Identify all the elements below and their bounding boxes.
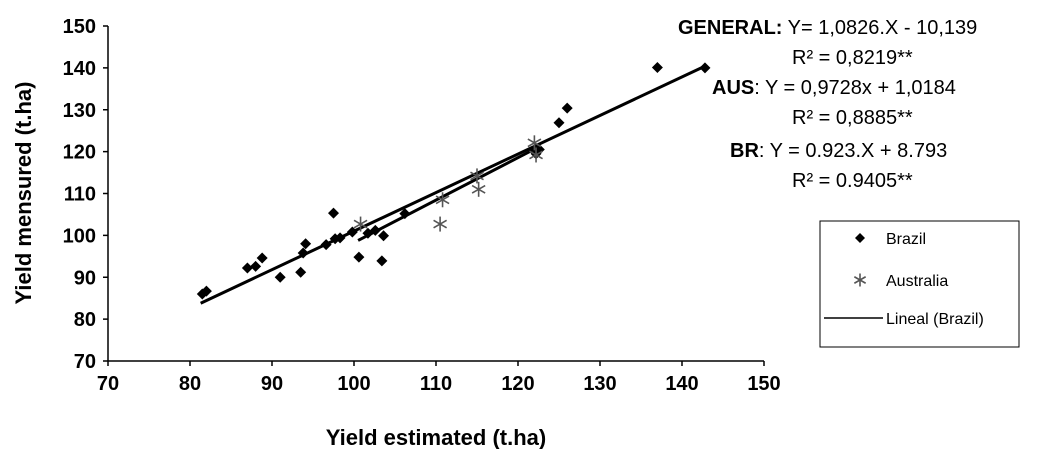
legend: Brazil Australia Lineal (Brazil) xyxy=(819,220,1020,348)
general-equation: GENERAL: Y= 1,0826.X - 10,139 xyxy=(678,17,977,39)
australia-point xyxy=(527,135,542,151)
brazil-point xyxy=(699,62,711,74)
brazil-point xyxy=(328,207,339,219)
x-tick-label: 90 xyxy=(261,373,283,395)
y-tick-label: 80 xyxy=(74,309,96,331)
brazil-point xyxy=(651,61,663,73)
brazil-point xyxy=(274,271,286,283)
x-axis-label: Yield estimated (t.ha) xyxy=(326,425,546,449)
brazil-point xyxy=(399,208,411,220)
legend-label: Brazil xyxy=(886,231,926,248)
tick-labels: 70 80 90 100 110 120 130 140 150 70 80 90 100 110 120 1… xyxy=(63,16,781,395)
x-tick-label: 120 xyxy=(501,373,534,395)
x-tick-label: 100 xyxy=(337,373,370,395)
y-tick-label: 100 xyxy=(63,225,96,247)
aus-equation: AUS: Y = 0,9728x + 1,0184 xyxy=(712,77,956,99)
brazil-point xyxy=(250,260,262,272)
legend-asterisk-icon xyxy=(853,273,867,287)
x-tick-label: 70 xyxy=(97,373,119,395)
x-tick-label: 150 xyxy=(747,373,780,395)
brazil-point xyxy=(378,230,390,242)
brazil-point xyxy=(297,247,309,259)
australia-point xyxy=(435,192,450,208)
australia-point xyxy=(433,216,448,232)
brazil-point xyxy=(256,252,268,264)
trend-line xyxy=(200,64,708,305)
equations: GENERAL: Y= 1,0826.X - 10,139 R² = 0,821… xyxy=(678,17,977,192)
br-equation: BR: Y = 0.923.X + 8.793 xyxy=(730,140,947,162)
x-tick-label: 140 xyxy=(665,373,698,395)
y-tick-label: 110 xyxy=(64,184,96,206)
x-tick-label: 80 xyxy=(179,373,201,395)
y-tick-label: 90 xyxy=(74,267,96,289)
brazil-point xyxy=(376,255,388,267)
australia-point xyxy=(529,147,543,163)
brazil-point xyxy=(553,117,565,129)
brazil-point xyxy=(241,262,253,274)
legend-label: Lineal (Brazil) xyxy=(886,311,984,328)
data-points xyxy=(196,61,711,300)
australia-point xyxy=(471,181,486,197)
x-tick-label: 110 xyxy=(420,373,452,395)
tick-marks xyxy=(103,25,765,366)
y-tick-label: 150 xyxy=(63,16,96,38)
trend-line xyxy=(357,145,541,242)
brazil-point xyxy=(200,285,212,297)
legend-diamond-icon xyxy=(855,233,865,243)
brazil-point xyxy=(295,266,307,278)
legend-label: Australia xyxy=(886,273,948,290)
legend-box xyxy=(819,220,1020,348)
brazil-point xyxy=(334,232,346,244)
aus-r2: R² = 0,8885** xyxy=(792,107,913,129)
australia-point xyxy=(353,216,368,232)
br-r2: R² = 0.9405** xyxy=(792,170,913,192)
brazil-point xyxy=(369,224,381,236)
x-tick-label: 130 xyxy=(583,373,616,395)
y-tick-label: 120 xyxy=(63,142,96,164)
trend-lines xyxy=(200,64,708,305)
brazil-point xyxy=(320,239,332,251)
y-axis-label: Yield mensured (t.ha) xyxy=(11,82,36,305)
y-tick-label: 130 xyxy=(63,100,96,122)
y-tick-label: 70 xyxy=(74,351,96,373)
brazil-point xyxy=(561,102,573,114)
brazil-point xyxy=(346,226,358,238)
brazil-point xyxy=(353,251,365,263)
australia-point xyxy=(470,168,484,184)
general-r2: R² = 0,8219** xyxy=(792,47,913,69)
y-tick-label: 140 xyxy=(63,58,96,80)
brazil-point xyxy=(300,238,312,250)
